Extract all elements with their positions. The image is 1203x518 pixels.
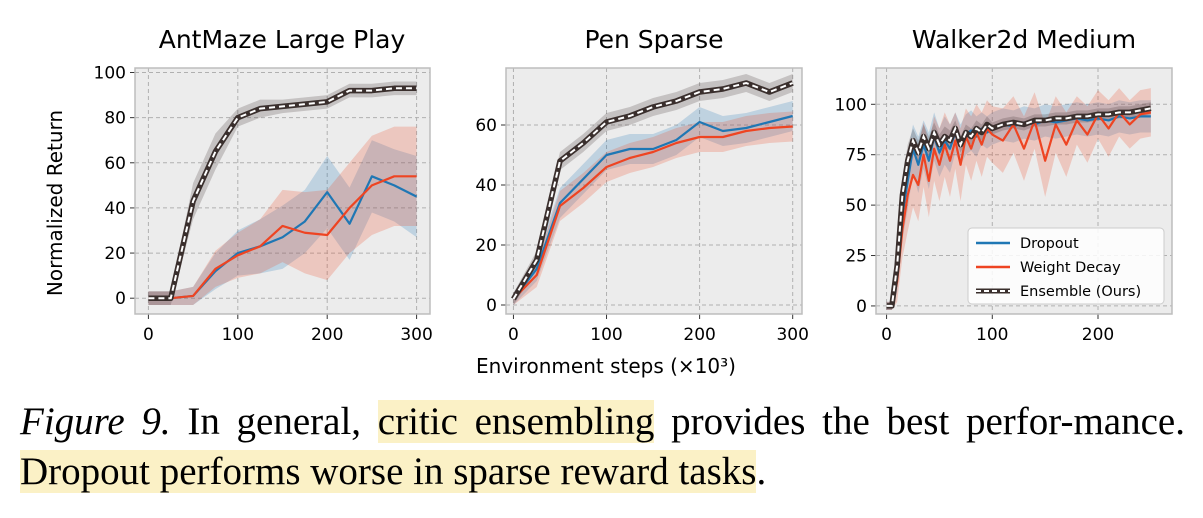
figure-caption: Figure 9. In general, critic ensembling … <box>20 397 1185 497</box>
y-tick-label: 40 <box>475 176 497 196</box>
legend-label-weight-decay: Weight Decay <box>1020 260 1121 276</box>
series-line-ensemble-ours-dash <box>512 81 794 300</box>
band-weight-decay <box>513 111 793 305</box>
plot-frame <box>505 67 803 315</box>
caption-highlight-1: critic ensembling <box>377 400 655 443</box>
panel-antmaze: AntMaze Large Play 0 100 200 300 0 20 40 60 80 10… <box>94 25 433 345</box>
y-tick-label: 0 <box>856 297 867 317</box>
x-tick-label: 200 <box>1082 325 1114 345</box>
band-weight-decay <box>148 126 417 305</box>
caption-highlight-2: Dropout performs worse in sparse reward … <box>20 450 757 493</box>
series-line-dropout <box>512 114 793 300</box>
plot-frame <box>875 67 1173 315</box>
legend: Dropout Weight Decay Ensemble (Ours) <box>967 227 1165 305</box>
y-tick-label: 25 <box>845 247 867 267</box>
legend-box <box>967 227 1165 305</box>
y-tick-label: 0 <box>115 289 126 309</box>
x-tick-label: 0 <box>508 325 519 345</box>
caption-text-3: . <box>756 450 767 493</box>
x-tick-label: 200 <box>311 325 343 345</box>
x-tick-label: 0 <box>881 325 892 345</box>
y-tick-label: 50 <box>845 196 867 216</box>
series-line-weight-decay <box>886 111 1152 308</box>
legend-label-ensemble: Ensemble (Ours) <box>1020 284 1141 300</box>
x-tick-label: 0 <box>143 325 154 345</box>
y-tick-label: 100 <box>94 64 126 84</box>
y-tick-label: 60 <box>475 116 497 136</box>
panel-title: AntMaze Large Play <box>159 25 406 54</box>
y-axis-label: Normalized Return <box>43 110 67 296</box>
y-tick-label: 60 <box>104 154 126 174</box>
y-tick-label: 40 <box>104 199 126 219</box>
band-ensemble-ours <box>148 81 417 305</box>
series-line-ensemble-ours-dash <box>886 107 1152 307</box>
caption-label: Figure 9. <box>20 400 171 443</box>
x-axis-label: Environment steps (×10³) <box>476 354 736 378</box>
x-tick-label: 300 <box>776 325 808 345</box>
series-line-ensemble-ours-dash <box>148 87 417 300</box>
legend-label-dropout: Dropout <box>1020 236 1079 252</box>
x-tick-label: 100 <box>222 325 254 345</box>
panel-title: Pen Sparse <box>584 25 723 54</box>
series-line-weight-decay <box>148 175 417 300</box>
y-tick-label: 20 <box>475 236 497 256</box>
y-tick-label: 75 <box>845 146 867 166</box>
figure: AntMaze Large Play 0 100 200 30002040608010… <box>43 25 1173 378</box>
x-tick-label: 200 <box>683 325 715 345</box>
series-line-weight-decay <box>512 125 793 300</box>
x-tick-label: 300 <box>400 325 432 345</box>
y-tick-label: 0 <box>486 296 497 316</box>
caption-text-2: provides the best perfor-mance. <box>654 400 1185 443</box>
band-ensemble-ours <box>513 74 793 305</box>
y-tick-label: 80 <box>104 109 126 129</box>
panel-title: Walker2d Medium <box>912 25 1136 54</box>
panel-pen: Pen Sparse 0 100 200 300 0 20 40 60 <box>475 25 809 345</box>
x-tick-label: 100 <box>590 325 622 345</box>
y-tick-label: 20 <box>104 244 126 264</box>
plot-frame <box>134 67 431 315</box>
y-tick-label: 100 <box>835 95 867 115</box>
caption-text-1: In general, <box>170 400 378 443</box>
band-dropout <box>513 101 793 305</box>
band-dropout <box>148 140 417 305</box>
x-tick-label: 100 <box>976 325 1008 345</box>
